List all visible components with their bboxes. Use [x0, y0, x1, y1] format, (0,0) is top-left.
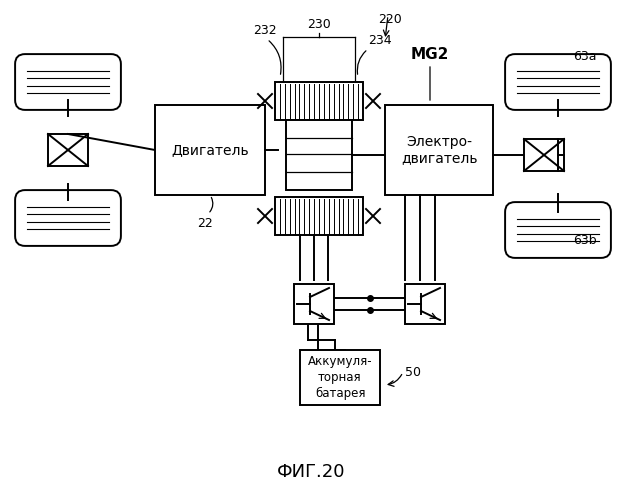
Bar: [524, 139, 564, 171]
FancyBboxPatch shape: [15, 190, 121, 246]
Text: MG2: MG2: [411, 47, 449, 62]
Bar: [300, 350, 380, 405]
FancyBboxPatch shape: [15, 54, 121, 110]
Text: Двигатель: Двигатель: [171, 143, 249, 157]
FancyBboxPatch shape: [505, 54, 611, 110]
Text: 22: 22: [197, 217, 213, 230]
Text: 220: 220: [378, 13, 402, 26]
Bar: [48, 134, 88, 166]
Bar: [275, 197, 363, 235]
Text: 230: 230: [307, 18, 331, 31]
Bar: [155, 105, 265, 195]
Text: 50: 50: [405, 366, 421, 378]
Text: Электро-
двигатель: Электро- двигатель: [401, 135, 477, 165]
Text: ФИГ.20: ФИГ.20: [277, 463, 345, 481]
Text: Аккумуля-
торная
батарея: Аккумуля- торная батарея: [308, 355, 373, 400]
Bar: [275, 82, 363, 120]
Bar: [405, 284, 445, 324]
Bar: [385, 105, 493, 195]
Text: 232: 232: [253, 24, 277, 37]
Text: 63a: 63a: [573, 50, 596, 62]
Text: 63b: 63b: [573, 234, 596, 246]
Bar: [286, 120, 352, 190]
Text: 234: 234: [368, 34, 392, 47]
FancyBboxPatch shape: [505, 202, 611, 258]
Bar: [294, 284, 334, 324]
